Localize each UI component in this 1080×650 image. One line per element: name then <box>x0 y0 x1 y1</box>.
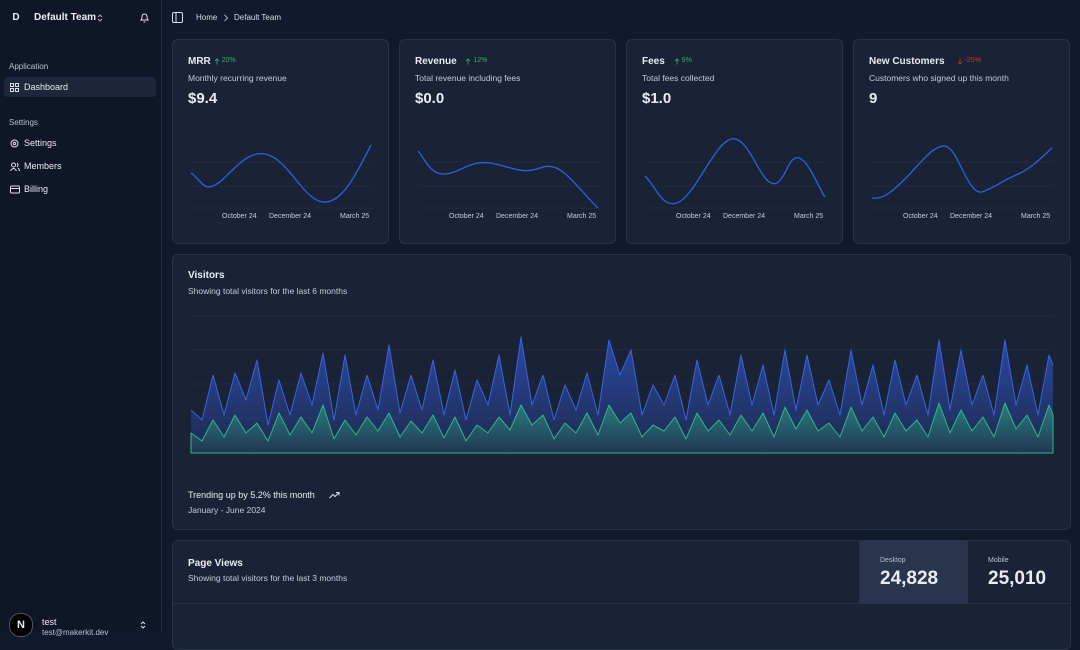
x-label: March 25 <box>340 213 370 220</box>
breadcrumb-item[interactable]: Home <box>196 13 218 22</box>
tab-label: Mobile <box>988 557 1009 564</box>
metric-card: Fees 9% Total fees collected $1.0 Octobe… <box>626 39 843 244</box>
card-value: $0.0 <box>415 90 445 107</box>
sidebar: D Default Team Application Dashboard Set… <box>0 0 162 637</box>
card-title: Page Views <box>188 558 243 569</box>
date-range: January - June 2024 <box>188 505 266 515</box>
x-label: December 24 <box>950 213 993 220</box>
change-badge: -25% <box>964 57 981 64</box>
x-label: December 24 <box>723 213 766 220</box>
x-label: December 24 <box>496 213 539 220</box>
nav-label: Billing <box>24 184 49 194</box>
sidebar-toggle[interactable] <box>172 12 183 23</box>
team-avatar: D <box>12 12 20 23</box>
nav-item[interactable]: Dashboard <box>4 77 156 97</box>
card-value: $9.4 <box>188 90 218 107</box>
card-subtitle: Showing total visitors for the last 3 mo… <box>188 573 348 583</box>
x-label: March 25 <box>1021 213 1051 220</box>
desktop-tab[interactable]: Desktop 24,828 <box>859 541 968 603</box>
breadcrumb-item: Default Team <box>234 13 281 22</box>
user-name: test <box>42 617 57 627</box>
divider <box>173 603 1070 604</box>
trend-icon <box>329 492 340 499</box>
change-badge: 9% <box>681 57 692 64</box>
chevron-icon[interactable] <box>139 620 147 630</box>
card-description: Customers who signed up this month <box>869 73 1009 83</box>
visitors-card: Visitors Showing total visitors for the … <box>172 254 1071 530</box>
card-description: Total fees collected <box>642 73 715 83</box>
card-description: Monthly recurring revenue <box>188 73 287 83</box>
sparkline <box>417 150 600 209</box>
user-avatar: N <box>9 613 33 637</box>
nav-item[interactable]: Members <box>4 156 156 176</box>
x-label: October 24 <box>222 213 257 220</box>
chevron-icon <box>97 14 103 22</box>
visitors-area-chart <box>190 315 1054 454</box>
trend-text: Trending up by 5.2% this month <box>188 490 315 500</box>
group-label: Settings <box>9 118 38 127</box>
x-label: March 25 <box>794 213 824 220</box>
tab-label: Desktop <box>880 557 906 564</box>
change-icon <box>214 58 219 65</box>
card-title: New Customers <box>869 56 945 67</box>
metric-card: MRR 20% Monthly recurring revenue $9.4 O… <box>172 39 389 244</box>
tab-value: 25,010 <box>988 568 1047 589</box>
metric-card: Revenue 12% Total revenue including fees… <box>399 39 616 244</box>
change-icon <box>674 58 680 65</box>
mobile-tab[interactable]: Mobile 25,010 <box>967 541 1071 603</box>
card-title: Visitors <box>188 270 225 281</box>
sparkline <box>871 145 1054 209</box>
x-label: March 25 <box>567 213 597 220</box>
tab-value: 24,828 <box>880 568 939 589</box>
change-badge: 12% <box>473 57 488 64</box>
page-views-card: Page Views Showing total visitors for th… <box>172 540 1071 650</box>
nav-label: Members <box>24 161 62 171</box>
x-label: October 24 <box>676 213 711 220</box>
x-label: December 24 <box>269 213 312 220</box>
group-label: Application <box>9 62 49 71</box>
team-switcher[interactable]: Default Team <box>34 12 97 23</box>
card-title: MRR <box>188 56 211 67</box>
nav-item[interactable]: Settings <box>4 133 156 153</box>
bell-icon[interactable] <box>139 12 150 24</box>
change-icon <box>466 58 471 65</box>
sparkline <box>190 144 373 209</box>
card-value: $1.0 <box>642 90 672 107</box>
card-subtitle: Showing total visitors for the last 6 mo… <box>188 286 348 296</box>
breadcrumb-separator <box>224 14 229 22</box>
card-title: Revenue <box>415 56 457 67</box>
change-icon <box>957 58 962 65</box>
metric-card: New Customers -25% Customers who signed … <box>853 39 1070 244</box>
user-email: test@makerkit.dev <box>42 628 109 637</box>
nav-item[interactable]: Billing <box>4 179 156 199</box>
x-label: October 24 <box>903 213 938 220</box>
x-label: October 24 <box>449 213 484 220</box>
card-title: Fees <box>642 56 665 67</box>
change-badge: 20% <box>221 57 236 64</box>
nav-label: Settings <box>24 138 57 148</box>
card-value: 9 <box>869 90 878 107</box>
card-description: Total revenue including fees <box>415 73 521 83</box>
sparkline <box>644 138 827 209</box>
nav-label: Dashboard <box>24 82 69 92</box>
